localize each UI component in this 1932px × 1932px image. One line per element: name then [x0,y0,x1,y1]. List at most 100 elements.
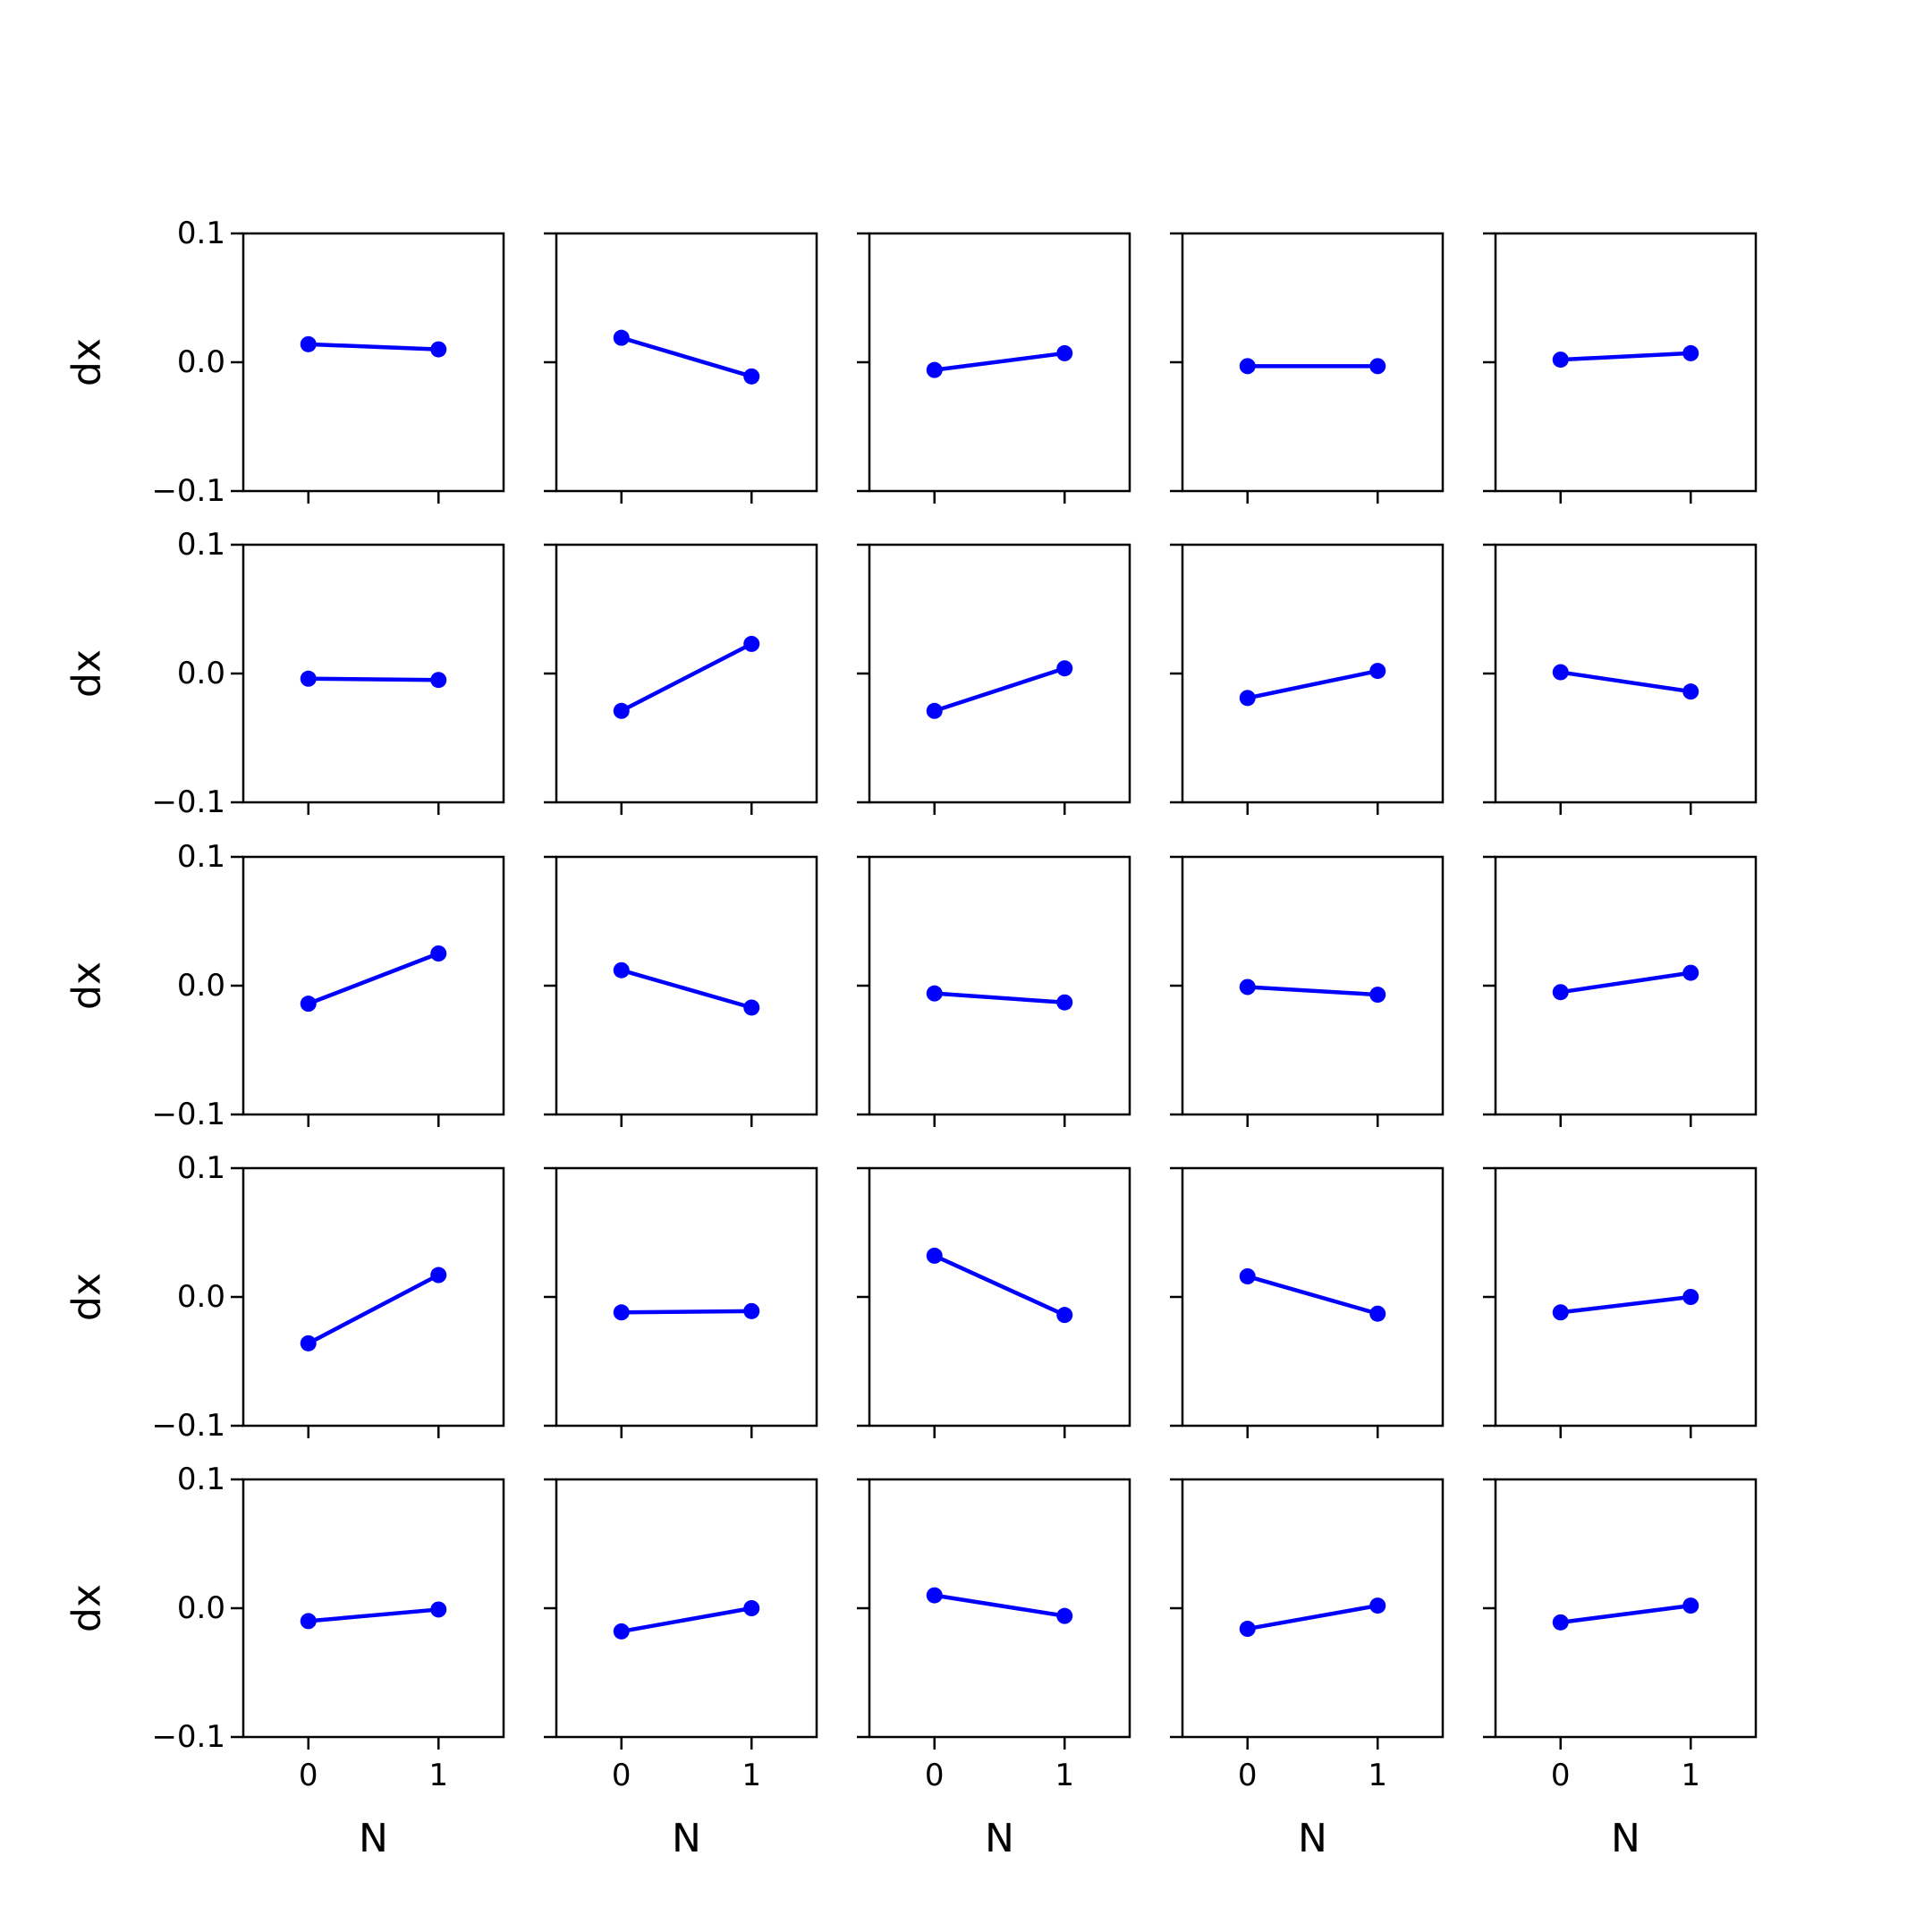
data-point [1682,1289,1699,1305]
plot-frame [1181,1478,1445,1739]
y-axis-title: dx [64,649,110,698]
data-point [300,996,317,1013]
plot-frame [242,1478,505,1739]
series-line [1245,985,1380,997]
y-tick-label: −0.1 [151,1719,225,1755]
x-axis-title: N [1298,1816,1327,1861]
series-line [619,335,754,379]
data-point [1369,1597,1386,1614]
subplot-r2-c5 [1483,543,1758,815]
subplot-r5-c4: 0 1 N [1170,1478,1445,1861]
x-axis-title: N [359,1816,388,1861]
data-point [743,368,760,385]
data-point [1056,994,1073,1011]
data-point [926,985,943,1002]
plot-frame [1494,855,1758,1116]
y-tick-label: 0.1 [177,1462,225,1497]
y-tick-label: −0.1 [151,1097,225,1132]
data-point [1239,1621,1256,1638]
data-point [1239,690,1256,707]
subplot-r3-c3 [857,855,1131,1127]
plot-frame [868,855,1131,1116]
plot-frame [242,543,505,804]
x-tick-label: 0 [299,1758,318,1793]
y-tick-label: 0.0 [177,344,225,380]
data-point [300,670,317,687]
y-axis-title: dx [64,1273,110,1321]
data-point [1056,660,1073,677]
y-tick-label: 0.0 [177,1590,225,1626]
subplot-r4-c1: −0.1 0.0 0.1 dx [64,1150,505,1444]
x-tick-label: 0 [1551,1758,1571,1793]
y-tick-label: −0.1 [151,784,225,820]
plot-frame [555,1478,818,1739]
y-tick-label: 0.1 [177,1150,225,1186]
plot-frame [1494,1478,1758,1739]
subplot-r1-c3 [857,232,1131,504]
plot-frame [555,543,818,804]
series-line [619,641,754,714]
data-point [1682,1597,1699,1614]
y-axis-title: dx [64,338,110,386]
series-line [1245,1603,1380,1631]
series-line [1558,1603,1693,1625]
data-point [1682,344,1699,361]
data-point [613,702,630,719]
x-tick-label: 1 [428,1758,448,1793]
data-point [300,1335,317,1352]
data-point [613,1623,630,1640]
data-point [430,672,447,689]
series-line [1558,970,1693,995]
plot-frame [555,232,818,493]
x-axis-title: N [672,1816,701,1861]
subplot-r1-c1: −0.1 0.0 0.1 dx [64,216,505,509]
data-point [1369,663,1386,680]
series-line [306,1607,441,1623]
data-point [1552,984,1569,1001]
x-tick-label: 1 [1681,1758,1700,1793]
subplot-r1-c2 [544,232,818,504]
series-line [619,968,754,1010]
subplot-r3-c2 [544,855,818,1127]
y-tick-label: 0.0 [177,968,225,1004]
series-line [306,951,441,1006]
plot-frame [1494,543,1758,804]
series-line [1245,1274,1380,1316]
data-point [430,1267,447,1284]
subplot-r2-c1: −0.1 0.0 0.1 dx [64,527,505,820]
y-tick-label: 0.1 [177,216,225,251]
data-point [743,1600,760,1616]
series-line [932,1593,1067,1618]
subplot-r5-c3: 0 1 N [857,1478,1131,1861]
series-line [932,1253,1067,1318]
plot-frame [1181,232,1445,493]
subplot-r5-c2: 0 1 N [544,1478,818,1861]
data-point [1682,964,1699,981]
subplot-r2-c4 [1170,543,1445,815]
data-point [1239,979,1256,996]
x-tick-label: 0 [1238,1758,1258,1793]
series-line [306,342,441,352]
series-line [1558,1294,1693,1315]
plot-frame [1181,855,1445,1116]
data-point [926,361,943,378]
subplot-r1-c5 [1483,232,1758,504]
x-axis-title: N [985,1816,1014,1861]
data-point [1552,1304,1569,1321]
subplot-r4-c3 [857,1166,1131,1438]
series-line [306,676,441,682]
x-tick-label: 1 [1055,1758,1074,1793]
data-point [430,341,447,358]
data-point [430,945,447,962]
subplot-r4-c4 [1170,1166,1445,1438]
series-line [932,351,1067,372]
subplot-r3-c5 [1483,855,1758,1127]
series-line [306,1273,441,1346]
y-tick-label: 0.0 [177,1279,225,1315]
data-point [1369,1305,1386,1322]
x-axis-title: N [1611,1816,1640,1861]
series-line [1558,670,1693,694]
plot-frame [1494,1166,1758,1428]
y-tick-label: 0.0 [177,656,225,691]
